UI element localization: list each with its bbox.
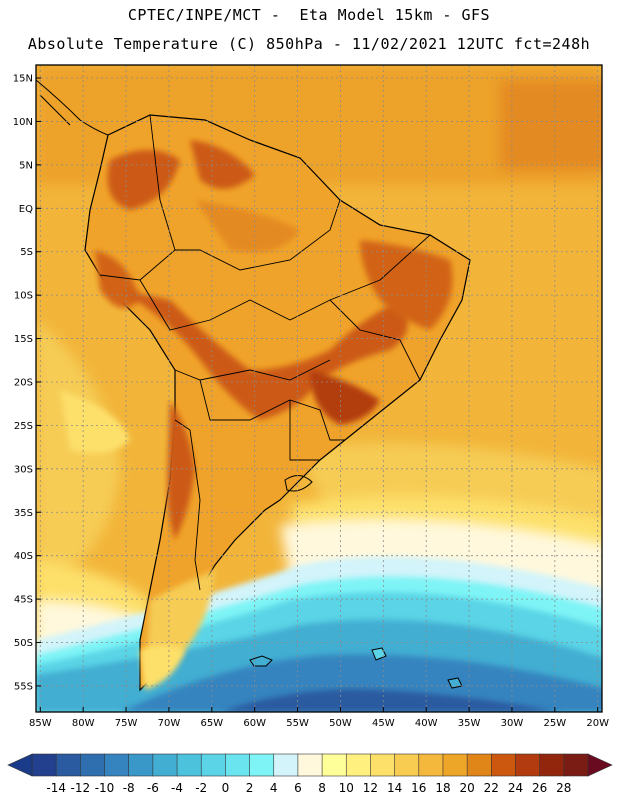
lat-label: 5S xyxy=(20,247,33,258)
colorbar-label: 12 xyxy=(363,781,378,795)
lat-label: 5N xyxy=(19,160,33,171)
colorbar-label: -10 xyxy=(95,781,115,795)
colorbar-swatch xyxy=(418,753,444,777)
lat-label: 30S xyxy=(14,464,33,475)
colorbar-label: 2 xyxy=(246,781,254,795)
colorbar-swatch xyxy=(273,753,299,777)
lat-label: 15N xyxy=(13,74,33,85)
colorbar-swatch xyxy=(128,753,154,777)
lon-label: 55W xyxy=(286,718,309,729)
lat-label: EQ xyxy=(19,204,33,215)
lon-label: 65W xyxy=(200,718,223,729)
lon-label: 70W xyxy=(158,718,181,729)
colorbar-swatch xyxy=(249,753,275,777)
map-subtitle: Absolute Temperature (C) 850hPa - 11/02/… xyxy=(27,35,591,53)
lon-label: 60W xyxy=(243,718,266,729)
colorbar-label: 10 xyxy=(339,781,354,795)
colorbar: -14 -12 -10 -8 -6 -4 -2 0 2 4 6 8 10 12 14 16 18 20 22 24 26… xyxy=(7,753,613,795)
lat-lon-grid xyxy=(36,65,602,712)
colorbar-swatch xyxy=(466,753,492,777)
colorbar-swatch xyxy=(31,753,57,777)
colorbar-swatch xyxy=(80,753,106,777)
colorbar-label: -12 xyxy=(71,781,91,795)
colorbar-label: -4 xyxy=(171,781,183,795)
colorbar-label: -14 xyxy=(46,781,66,795)
colorbar-label: 16 xyxy=(411,781,426,795)
lon-label: 80W xyxy=(72,718,95,729)
lat-label: 50S xyxy=(14,638,33,649)
lat-label: 45S xyxy=(14,595,33,606)
colorbar-swatch xyxy=(491,753,517,777)
colorbar-swatch xyxy=(225,753,251,777)
colorbar-label: 14 xyxy=(387,781,402,795)
colorbar-swatch xyxy=(394,753,420,777)
lon-label: 20W xyxy=(586,718,609,729)
colorbar-label: 24 xyxy=(508,781,523,795)
colorbar-label: 28 xyxy=(556,781,571,795)
colorbar-swatch xyxy=(321,753,347,777)
lon-label: 25W xyxy=(544,718,567,729)
colorbar-label: 22 xyxy=(484,781,499,795)
lat-label: 40S xyxy=(14,551,33,562)
map-title: CPTEC/INPE/MCT - Eta Model 15km - GFS xyxy=(127,6,491,24)
colorbar-swatch xyxy=(370,753,396,777)
colorbar-label: 8 xyxy=(318,781,326,795)
colorbar-low-arrow xyxy=(7,753,33,777)
colorbar-swatch xyxy=(563,753,589,777)
lon-label: 45W xyxy=(372,718,395,729)
lat-label: 20S xyxy=(14,377,33,388)
colorbar-label: 18 xyxy=(435,781,450,795)
colorbar-label: -2 xyxy=(195,781,207,795)
lat-label: 10S xyxy=(14,291,33,302)
colorbar-swatch xyxy=(176,753,202,777)
colorbar-label: 6 xyxy=(294,781,302,795)
lat-label: 15S xyxy=(14,334,33,345)
colorbar-label: 20 xyxy=(459,781,474,795)
colorbar-label: 26 xyxy=(532,781,547,795)
lat-label: 35S xyxy=(14,508,33,519)
lon-label: 85W xyxy=(29,718,52,729)
colorbar-label: 4 xyxy=(270,781,278,795)
colorbar-swatch xyxy=(200,753,226,777)
lon-label: 50W xyxy=(329,718,352,729)
lon-label: 40W xyxy=(415,718,438,729)
colorbar-swatch xyxy=(539,753,565,777)
longitude-axis: 85W 80W 75W 70W 65W 60W 55W 50W 45W 40W 35W 30W 25W 2… xyxy=(29,707,609,729)
temperature-field xyxy=(36,65,602,712)
lat-label: 55S xyxy=(14,681,33,692)
colorbar-swatch xyxy=(515,753,541,777)
colorbar-swatch xyxy=(152,753,178,777)
colorbar-swatch xyxy=(297,753,323,777)
colorbar-label: -8 xyxy=(123,781,135,795)
lat-label: 25S xyxy=(14,421,33,432)
colorbar-swatch xyxy=(55,753,81,777)
colorbar-swatch xyxy=(104,753,130,777)
colorbar-swatch xyxy=(345,753,372,777)
lon-label: 35W xyxy=(458,718,481,729)
lon-label: 30W xyxy=(501,718,524,729)
lat-label: 10N xyxy=(13,117,33,128)
falklands-island xyxy=(249,655,273,667)
latitude-axis: 15N 10N 5N EQ 5S 10S 15S 20S 25S 30S 35S 40S 45S 50S 5… xyxy=(13,74,41,692)
colorbar-label: -6 xyxy=(147,781,159,795)
map-frame xyxy=(35,64,603,713)
colorbar-label: 0 xyxy=(222,781,230,795)
colorbar-high-arrow xyxy=(587,753,613,777)
colorbar-swatch xyxy=(442,753,468,777)
country-borders xyxy=(99,114,431,591)
lon-label: 75W xyxy=(115,718,138,729)
